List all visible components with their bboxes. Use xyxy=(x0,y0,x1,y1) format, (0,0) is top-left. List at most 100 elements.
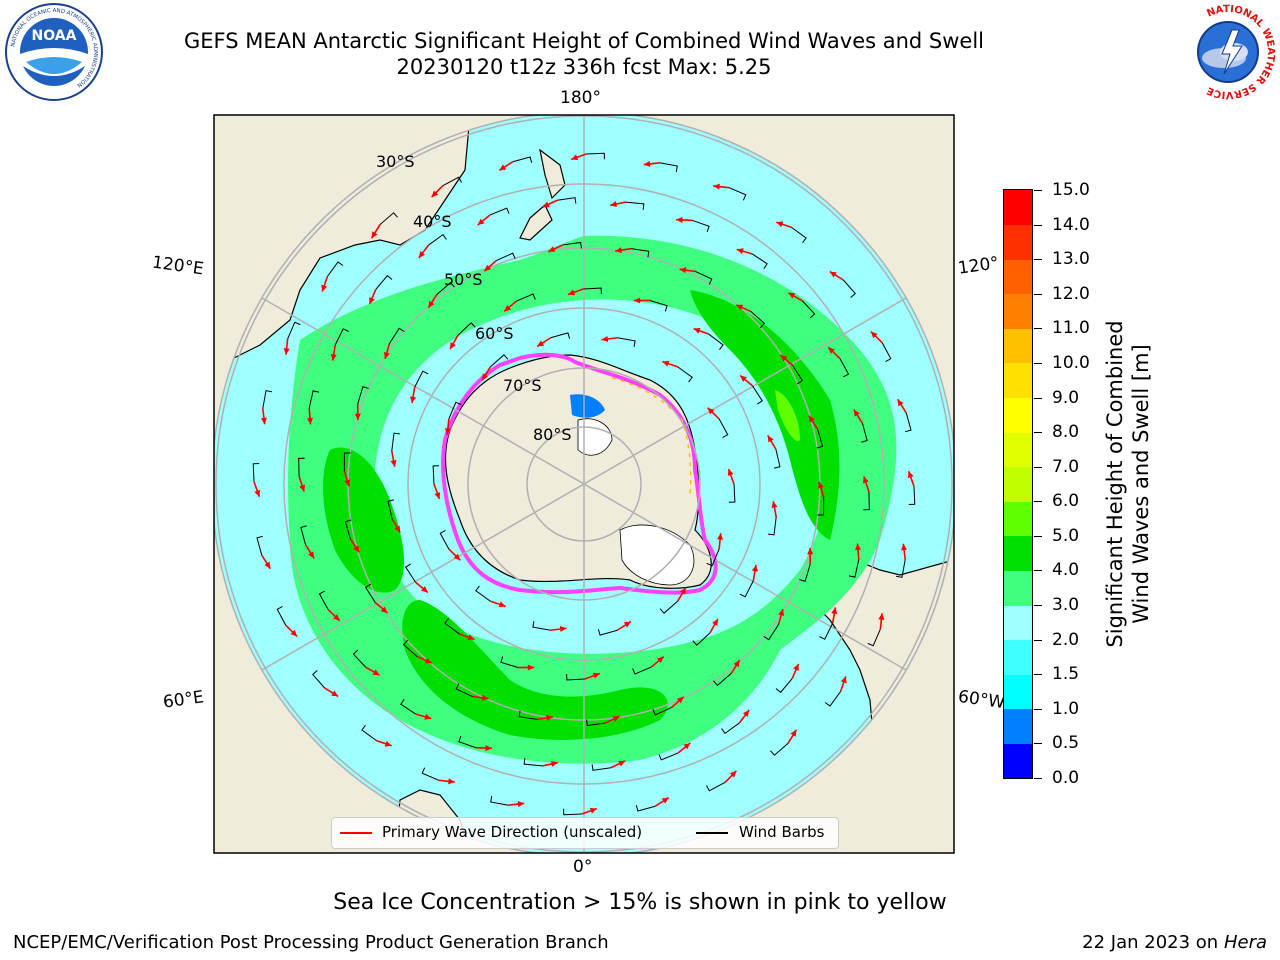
wave-direction-arrowhead xyxy=(618,760,626,767)
wind-barb xyxy=(458,735,477,749)
wind-barb xyxy=(262,390,273,409)
wind-barb xyxy=(432,465,440,485)
wind-barb xyxy=(566,673,585,681)
wind-barb xyxy=(721,722,740,735)
wave-direction-arrowhead xyxy=(559,626,567,633)
wind-barb xyxy=(718,418,729,439)
wind-barb xyxy=(617,337,636,347)
chart-subtitle: 20230120 t12z 336h fcst Max: 5.25 xyxy=(396,55,772,79)
footer-date: 22 Jan 2023 on Hera xyxy=(1082,932,1267,953)
wave-direction-arrowhead xyxy=(870,331,878,339)
wind-barb xyxy=(389,327,405,344)
sea-ice-note: Sea Ice Concentration > 15% is shown in … xyxy=(333,890,947,915)
wind-barb xyxy=(428,233,447,246)
footer-credit: NCEP/EMC/Verification Post Processing Pr… xyxy=(13,932,609,953)
wind-barb xyxy=(905,412,912,433)
wind-barb xyxy=(867,629,881,647)
wind-and-wave-vectors xyxy=(252,152,916,816)
wave-direction-arrowhead xyxy=(788,292,796,299)
colorbar-tick-label: 2.0 xyxy=(1052,629,1080,650)
wind-barb xyxy=(334,328,349,346)
colorbar-tick xyxy=(1034,190,1042,191)
wave-direction-arrowhead xyxy=(897,399,904,407)
wind-barb xyxy=(252,463,260,482)
wave-direction-arrowhead xyxy=(371,231,378,239)
wind-barb xyxy=(768,516,777,536)
wave-direction-arrowhead xyxy=(344,479,351,487)
wind-barb xyxy=(312,670,325,689)
wave-direction-arrowhead xyxy=(778,609,785,617)
colorbar-segment xyxy=(1004,190,1032,226)
colorbar-tick-label: 13.0 xyxy=(1052,249,1090,270)
wind-barb xyxy=(308,390,320,409)
wind-barb xyxy=(706,548,720,567)
colorbar-tick xyxy=(1034,293,1042,295)
sea-ice xyxy=(577,418,695,586)
wave-direction-arrowhead xyxy=(828,347,835,354)
colorbar-segment xyxy=(1004,605,1032,641)
wind-barb xyxy=(586,719,606,727)
wind-barb xyxy=(708,333,724,350)
lon-label-180: 180° xyxy=(560,88,601,108)
wind-barb xyxy=(300,525,307,545)
wind-barb xyxy=(632,666,652,675)
wind-barb xyxy=(344,519,352,540)
wind-barb xyxy=(391,432,400,452)
wave-direction-arrowhead xyxy=(780,355,788,362)
lat-label-80s: 80°S xyxy=(533,425,572,444)
wind-barb xyxy=(799,563,811,582)
wave-direction-arrowhead xyxy=(683,742,691,750)
wave-direction-arrowhead xyxy=(254,489,261,497)
colorbar-tick-label: 14.0 xyxy=(1052,214,1090,235)
wave-direction-arrowhead xyxy=(592,672,600,679)
wind-barb xyxy=(659,162,678,173)
colorbar-segment xyxy=(1004,674,1032,710)
colorbar-tick xyxy=(1034,501,1042,503)
wave-direction-arrowhead xyxy=(394,525,401,533)
wind-barb xyxy=(439,529,450,550)
wind-barb xyxy=(414,370,429,388)
wave-direction-arrowhead xyxy=(383,351,390,359)
wind-barb xyxy=(387,499,394,519)
wind-barb xyxy=(774,449,781,469)
colorbar-tick-label: 7.0 xyxy=(1052,456,1080,477)
wave-direction-arrowhead xyxy=(527,664,535,671)
colorbar-tick xyxy=(1034,224,1042,226)
wave-direction-arrowhead xyxy=(448,778,455,785)
wind-barb xyxy=(364,583,376,603)
wave-direction-arrowhead xyxy=(477,218,485,226)
wind-barb xyxy=(583,287,602,295)
wave-direction-arrowhead xyxy=(790,729,797,737)
colorbar-segment xyxy=(1004,570,1032,606)
wave-direction-arrowhead xyxy=(384,740,392,747)
wave-direction-arrowhead xyxy=(713,183,720,190)
wind-barb xyxy=(770,743,789,756)
wave-direction-arrowhead xyxy=(601,335,609,342)
wave-direction-arrowhead xyxy=(321,284,328,292)
wind-barb xyxy=(706,781,726,792)
wave-direction-arrowhead xyxy=(484,264,492,272)
wave-direction-arrowhead xyxy=(717,533,724,540)
wave-direction-arrowhead xyxy=(260,417,267,425)
wave-direction-arrowhead xyxy=(424,713,432,720)
wind-barb xyxy=(562,241,582,249)
wave-direction-arrowhead xyxy=(661,797,669,804)
wind-barb xyxy=(402,639,418,657)
wave-direction-arrowhead xyxy=(264,561,271,569)
wave-direction-arrowhead xyxy=(537,340,545,347)
wave-direction-arrowhead xyxy=(793,663,799,671)
wave-direction-arrowhead xyxy=(589,807,597,814)
wind-barb xyxy=(863,491,870,511)
wave-band-4-5m xyxy=(323,290,840,740)
colorbar-tick xyxy=(1034,639,1042,641)
colorbar-tick xyxy=(1034,259,1042,261)
colorbar-tick-label: 3.0 xyxy=(1052,595,1080,616)
wind-barb xyxy=(801,300,816,319)
wave-direction-arrowhead xyxy=(610,201,618,208)
colorbar-segment xyxy=(1004,743,1032,779)
wind-barb xyxy=(361,724,377,742)
wind-barb xyxy=(775,678,793,694)
lat-label-70s: 70°S xyxy=(503,376,542,395)
wave-direction-arrowhead xyxy=(740,375,747,382)
wave-direction-arrowhead xyxy=(354,413,361,420)
